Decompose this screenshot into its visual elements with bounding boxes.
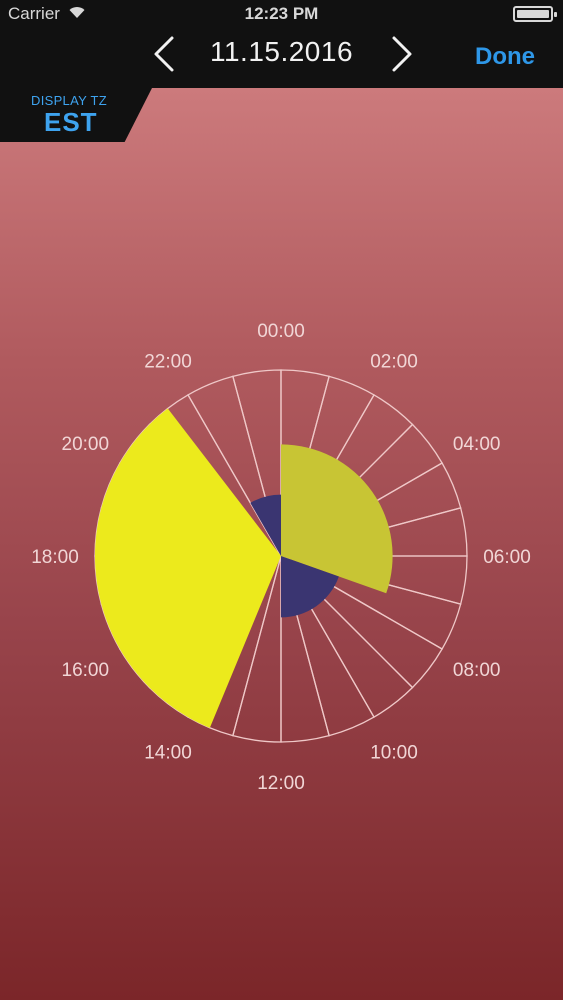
status-time: 12:23 PM [244,4,319,23]
hour-label: 14:00 [144,743,192,764]
hour-label: 16:00 [62,660,110,681]
hour-label: 18:00 [31,547,79,568]
hour-label: 02:00 [370,351,418,372]
hour-label: 08:00 [453,660,501,681]
navy-block-night[interactable] [250,494,281,556]
navigation-bar: 11.15.2016 Done [0,28,563,86]
date-title: 11.15.2016 [209,36,354,67]
display-timezone-badge[interactable]: DISPLAY TZ EST [0,88,152,142]
hour-segment[interactable] [232,369,282,557]
hour-label: 20:00 [62,434,110,455]
wifi-icon [69,7,85,18]
battery-icon [513,6,557,22]
chevron-left-icon[interactable] [146,32,186,76]
chevron-right-icon[interactable] [380,32,420,76]
hour-label: 06:00 [483,547,531,568]
hour-label: 04:00 [453,434,501,455]
large-yellow-block[interactable] [95,408,281,728]
hour-segments [94,369,468,743]
carrier-label: Carrier [8,4,60,23]
done-button[interactable]: Done [475,43,535,70]
navy-block-morning[interactable] [281,556,339,618]
olive-yellow-block[interactable] [281,444,393,594]
hour-label: 12:00 [257,773,305,794]
timezone-label: DISPLAY TZ [31,93,107,108]
hour-label: 00:00 [257,321,305,342]
status-bar: Carrier 12:23 PM [0,0,563,30]
hour-label: 22:00 [144,351,192,372]
hour-label: 10:00 [370,743,418,764]
top-bar: Carrier 12:23 PM 11.15.2016 Done [0,0,563,88]
timezone-value: EST [44,107,98,137]
